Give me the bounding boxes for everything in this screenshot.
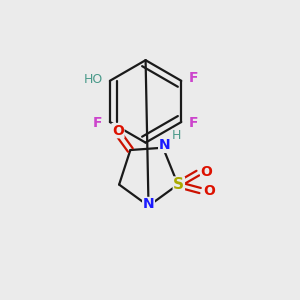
- Text: H: H: [172, 130, 182, 142]
- Text: O: O: [201, 165, 213, 179]
- Text: O: O: [203, 184, 215, 198]
- Text: HO: HO: [84, 73, 103, 86]
- Text: F: F: [93, 116, 102, 130]
- Text: N: N: [159, 138, 170, 152]
- Text: S: S: [173, 177, 184, 192]
- Text: F: F: [189, 116, 198, 130]
- Text: N: N: [143, 197, 154, 212]
- Text: O: O: [112, 124, 124, 138]
- Text: F: F: [189, 71, 198, 85]
